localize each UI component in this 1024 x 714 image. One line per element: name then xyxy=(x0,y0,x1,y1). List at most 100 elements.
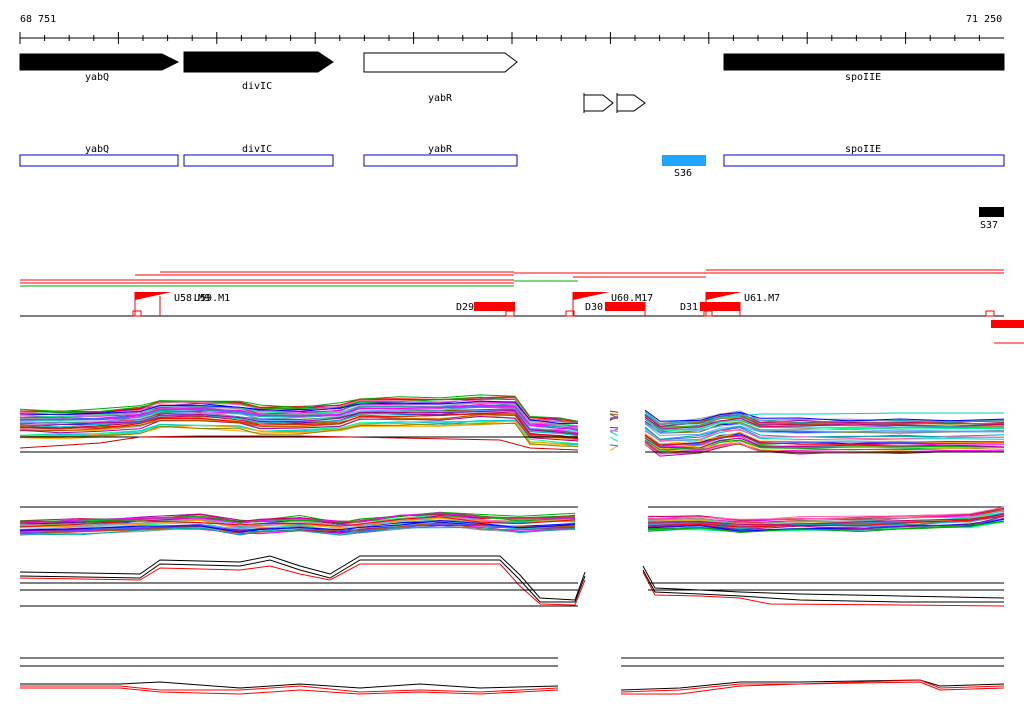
profile-line xyxy=(19,559,586,603)
profile-line xyxy=(647,512,1005,527)
gene-label-spoIIE: spoIIE xyxy=(845,72,881,83)
feature-marker xyxy=(985,310,995,317)
profile-line xyxy=(609,429,619,433)
profile-line xyxy=(644,409,1005,422)
profile-line xyxy=(644,416,1005,430)
profile-line xyxy=(647,509,1005,525)
feature-marker xyxy=(505,310,515,317)
profile-line xyxy=(19,516,576,528)
profile-line xyxy=(609,413,619,416)
profile-line xyxy=(644,437,1005,449)
feature-label-D30: D30 xyxy=(585,302,603,313)
profile-line xyxy=(644,439,1005,451)
profile-line xyxy=(19,563,586,606)
annotation-box-yabQ[interactable] xyxy=(19,154,179,167)
annotation-label-divIC: divIC xyxy=(242,144,272,155)
feature-label-U58: U58.M9 xyxy=(174,293,210,304)
gene-arrow-yabR[interactable] xyxy=(363,52,518,73)
profile-line xyxy=(642,569,1004,603)
feature-block-edge[interactable] xyxy=(991,320,1024,328)
segment-S36-box[interactable] xyxy=(662,155,706,166)
profile-line xyxy=(19,396,579,424)
feature-flag-U61[interactable] xyxy=(706,292,742,300)
profile-line xyxy=(19,517,576,530)
profile-line xyxy=(644,421,1005,434)
profile-line xyxy=(644,413,1005,425)
profile-line xyxy=(609,410,619,413)
expression-profiles xyxy=(19,394,1005,695)
feature-marker xyxy=(565,310,575,317)
feature-block-D29[interactable] xyxy=(474,302,515,311)
profile-line xyxy=(644,421,1005,434)
coordinate-ruler: 68 751 71 250 xyxy=(19,14,1004,44)
gene-track: yabQ divIC yabR spoIIE xyxy=(19,51,1005,113)
profile-line xyxy=(644,418,1005,430)
profile-line xyxy=(19,524,575,534)
profile-line xyxy=(20,687,559,695)
profile-line xyxy=(644,431,1005,445)
gene-arrow-small-2[interactable] xyxy=(616,94,646,112)
annotation-box-spoIIE[interactable] xyxy=(723,154,1005,167)
profile-line xyxy=(19,520,576,533)
gene-label-yabQ: yabQ xyxy=(85,72,109,83)
feature-flag-U60[interactable] xyxy=(573,292,610,300)
profile-line xyxy=(19,512,576,524)
segment-S37-label: S37 xyxy=(980,220,998,231)
annotation-label-spoIIE: spoIIE xyxy=(845,144,881,155)
feature-track: U58.M9 U59.M1 D29 U60.M17 D30 U61.M7 D31 xyxy=(20,269,1024,344)
profile-line xyxy=(19,413,579,440)
feature-marker xyxy=(703,310,713,317)
feature-marker xyxy=(132,310,142,317)
gene-arrow-yabQ[interactable] xyxy=(19,53,180,71)
ruler-start-label: 68 751 xyxy=(20,14,56,25)
profile-line xyxy=(609,416,619,419)
feature-block-D31[interactable] xyxy=(700,302,740,311)
profile-line xyxy=(644,425,1005,440)
profile-line xyxy=(19,402,579,428)
profile-line xyxy=(19,400,579,425)
feature-block-D30[interactable] xyxy=(605,302,645,311)
feature-flag-U58[interactable] xyxy=(135,292,172,300)
profile-line xyxy=(609,416,619,421)
gene-arrow-divIC[interactable] xyxy=(183,51,334,73)
profile-line xyxy=(19,409,579,436)
profile-line xyxy=(647,506,1005,520)
annotation-label-yabQ: yabQ xyxy=(85,144,109,155)
profile-line xyxy=(19,435,579,451)
feature-label-U60: U60.M17 xyxy=(611,293,653,304)
segment-S37-box[interactable] xyxy=(979,207,1004,217)
profile-line xyxy=(19,512,576,525)
profile-line xyxy=(609,445,619,451)
profile-line xyxy=(642,565,1005,599)
profile-line xyxy=(647,514,1005,525)
profile-line xyxy=(19,403,579,430)
profile-line xyxy=(19,524,576,536)
profile-line xyxy=(19,526,576,536)
segment-S36-label: S36 xyxy=(674,168,692,179)
profile-line xyxy=(644,429,1005,442)
profile-line xyxy=(609,431,619,437)
gene-arrow-small-1[interactable] xyxy=(583,94,614,112)
profile-line xyxy=(609,436,619,442)
profile-line xyxy=(647,515,1005,528)
profile-line xyxy=(647,521,1005,534)
profile-line xyxy=(19,415,579,442)
profile-line xyxy=(20,681,559,689)
profile-line xyxy=(19,394,579,422)
feature-label-D31: D31 xyxy=(680,302,698,313)
profile-line xyxy=(644,411,1004,425)
profile-line xyxy=(609,444,619,447)
profile-line xyxy=(644,423,1005,437)
profile-line xyxy=(644,428,1005,442)
profile-line xyxy=(620,679,1005,691)
annotation-box-yabR[interactable] xyxy=(363,154,518,167)
profile-line xyxy=(20,685,559,693)
annotation-box-divIC[interactable] xyxy=(183,154,334,167)
gene-arrow-spoIIE[interactable] xyxy=(723,53,1005,71)
profile-line xyxy=(609,428,619,433)
ruler-end-label: 71 250 xyxy=(966,14,1002,25)
profile-line xyxy=(621,681,1005,695)
gene-label-yabR: yabR xyxy=(428,93,453,104)
annotation-label-yabR: yabR xyxy=(428,144,453,155)
